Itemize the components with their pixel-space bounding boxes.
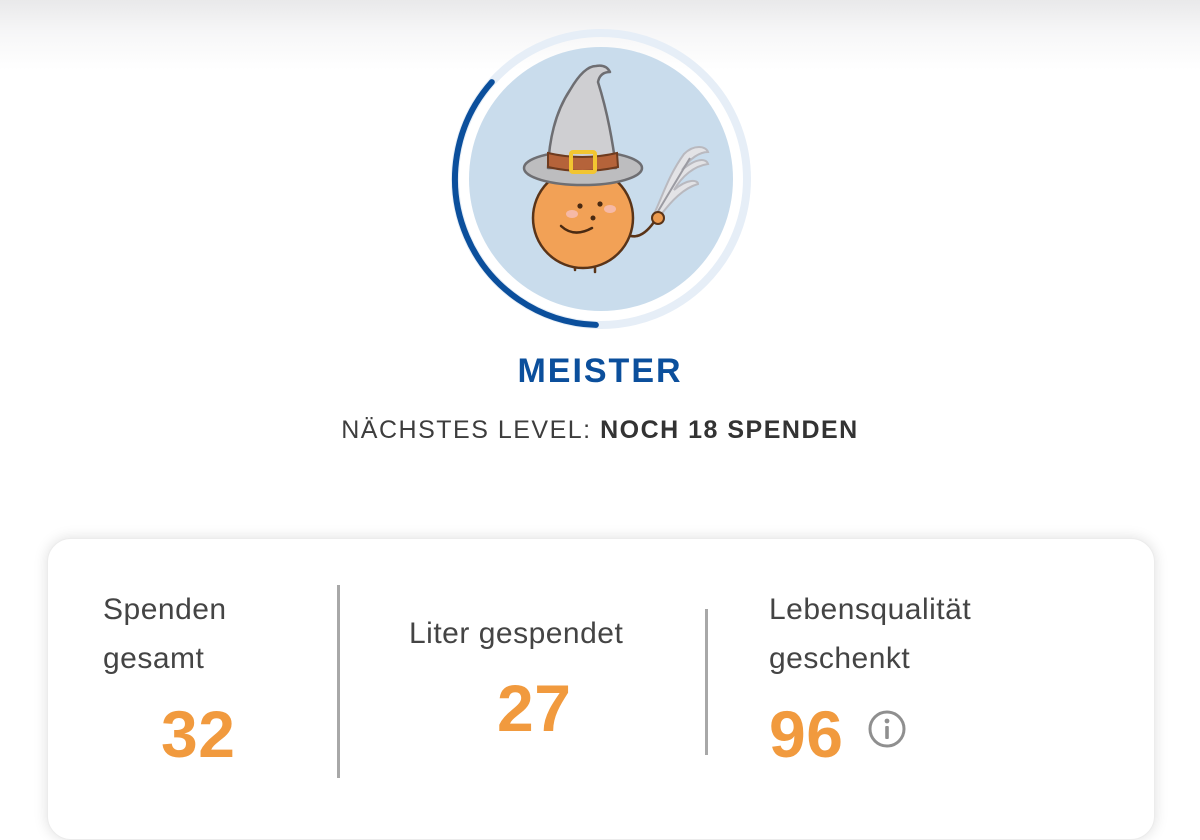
stat-total-donations-label-line1: Spenden	[103, 593, 227, 626]
level-title: MEISTER	[517, 352, 683, 390]
stat-divider	[705, 609, 708, 755]
info-icon[interactable]	[867, 709, 907, 749]
stat-liters-donated-label: Liter gespendet	[409, 617, 624, 650]
progress-arc	[452, 79, 599, 328]
stats-card: Spenden gesamt 32 Liter gespendet 27 Leb…	[47, 538, 1155, 840]
level-progress-ring	[451, 29, 751, 329]
next-level-info: NÄCHSTES LEVEL: NOCH 18 SPENDEN	[0, 416, 1200, 445]
stat-liters-donated-value: 27	[497, 671, 572, 745]
stat-divider	[337, 585, 340, 778]
stat-quality-of-life-label-line2: geschenkt	[769, 642, 911, 675]
next-level-remaining: NOCH 18 SPENDEN	[600, 416, 859, 444]
level-avatar	[450, 28, 752, 330]
stat-quality-of-life-value: 96	[769, 697, 844, 771]
stat-quality-of-life: Lebensqualität geschenkt 96	[769, 585, 972, 767]
stat-total-donations: Spenden gesamt 32	[103, 585, 235, 767]
stat-total-donations-label-line2: gesamt	[103, 642, 205, 675]
wizard-orange-mascot-icon	[522, 64, 710, 274]
next-level-label: NÄCHSTES LEVEL:	[341, 416, 601, 444]
stat-quality-of-life-label-line1: Lebensqualität	[769, 593, 972, 626]
stat-total-donations-value: 32	[161, 697, 236, 771]
stat-liters-donated: Liter gespendet 27	[409, 609, 624, 741]
